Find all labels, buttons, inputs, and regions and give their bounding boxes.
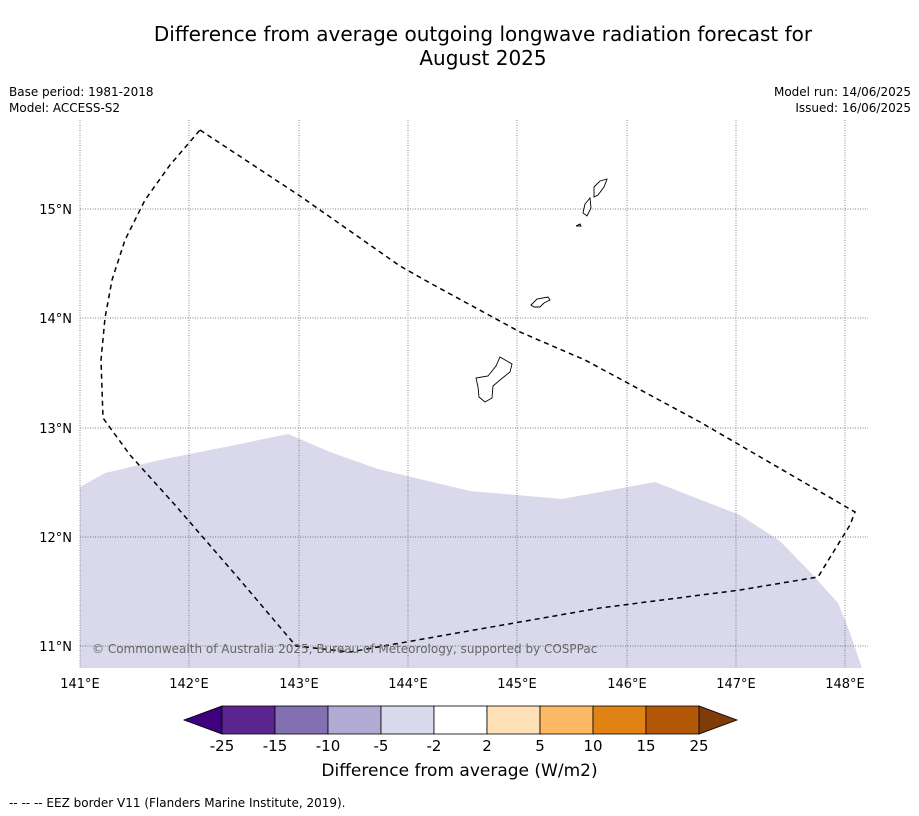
lon-tick-144: 144°E (388, 677, 428, 692)
lat-tick-11: 11°N (39, 640, 72, 655)
lon-tick-145: 145°E (497, 677, 537, 692)
colorbar-segment (592, 705, 647, 735)
lon-tick-141: 141°E (60, 677, 100, 692)
colorbar-tick-label: -15 (263, 737, 288, 755)
colorbar-tick-label: -25 (210, 737, 235, 755)
model-run: Model run: 14/06/2025 (773, 85, 911, 99)
colorbar (182, 705, 739, 735)
colorbar-extend-low (182, 705, 223, 735)
lat-tick-13: 13°N (39, 422, 72, 437)
colorbar-tick-label: 10 (583, 737, 602, 755)
anomaly-region (80, 434, 862, 668)
colorbar-segment (327, 705, 382, 735)
lon-tick-142: 142°E (169, 677, 209, 692)
islands (475, 178, 608, 403)
title-line-1: Difference from average outgoing longwav… (153, 22, 813, 46)
model-name: Model: ACCESS-S2 (9, 101, 121, 115)
eez-border (100, 129, 856, 653)
island-guam (475, 356, 513, 403)
eez-legend-footer: -- -- -- EEZ border V11 (Flanders Marine… (9, 796, 346, 810)
map-title: Difference from average outgoing longwav… (0, 22, 919, 70)
issued-date: Issued: 16/06/2025 (795, 101, 911, 115)
meta-left: Base period: 1981-2018 Model: ACCESS-S2 (9, 84, 154, 116)
lat-tick-labels: 15°N 14°N 13°N 12°N 11°N (39, 203, 72, 655)
lon-tick-146: 146°E (607, 677, 647, 692)
base-period: Base period: 1981-2018 (9, 85, 154, 99)
lat-tick-15: 15°N (39, 203, 72, 218)
island-aguijan (575, 223, 582, 227)
colorbar-label: Difference from average (W/m2) (321, 761, 598, 781)
island-rota (530, 296, 551, 308)
colorbar-tick-label: -10 (316, 737, 341, 755)
colorbar-segment (221, 705, 276, 735)
colorbar-tick-label: -2 (427, 737, 442, 755)
island-saipan (593, 178, 608, 198)
colorbar-tick-label: 5 (535, 737, 545, 755)
colorbar-tick-label: -5 (374, 737, 389, 755)
lon-tick-labels: 141°E 142°E 143°E 144°E 145°E 146°E 147°… (60, 677, 865, 692)
copyright-text: © Commonwealth of Australia 2025, Bureau… (92, 642, 597, 656)
lon-tick-143: 143°E (279, 677, 319, 692)
colorbar-tick-label: 2 (482, 737, 492, 755)
lon-tick-147: 147°E (716, 677, 756, 692)
lon-tick-148: 148°E (825, 677, 865, 692)
colorbar-segment (539, 705, 594, 735)
colorbar-segment (380, 705, 435, 735)
colorbar-segment (645, 705, 700, 735)
colorbar-segment (274, 705, 329, 735)
colorbar-segment (433, 705, 488, 735)
colorbar-tick-labels: -25 -15 -10 -5 -2 2 5 10 15 25 (210, 737, 709, 755)
island-tinian (582, 196, 592, 217)
colorbar-extend-high (698, 705, 739, 735)
meta-right: Model run: 14/06/2025 Issued: 16/06/2025 (774, 84, 911, 116)
colorbar-tick-label: 25 (689, 737, 708, 755)
colorbar-segment (486, 705, 541, 735)
lat-tick-12: 12°N (39, 531, 72, 546)
colorbar-tick-label: 15 (636, 737, 655, 755)
lat-tick-14: 14°N (39, 312, 72, 327)
title-line-2: August 2025 (419, 46, 547, 70)
